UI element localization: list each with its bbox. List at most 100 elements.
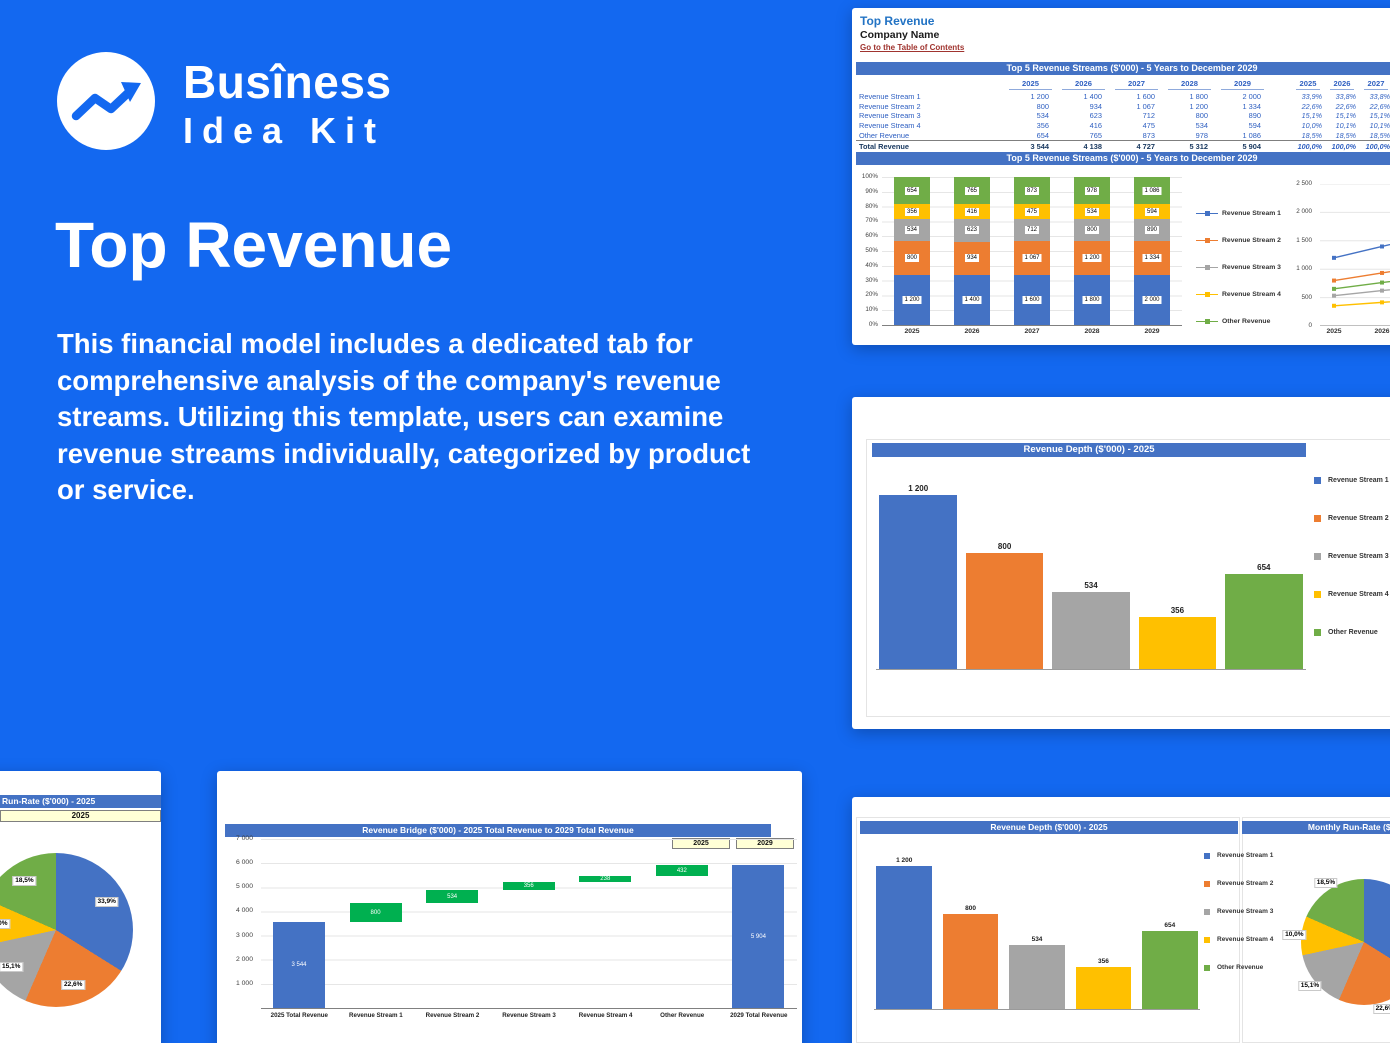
legend-item: Revenue Stream 1 xyxy=(1204,852,1273,859)
depth-bar xyxy=(1138,617,1217,669)
row-value: 534 xyxy=(1195,121,1208,131)
bar-value-label: 534 xyxy=(1031,936,1043,944)
segment-value-label: 475 xyxy=(1024,207,1040,216)
stacked-segment: 890 xyxy=(1134,219,1170,242)
stacked-segment: 1 334 xyxy=(1134,241,1170,275)
sheet-tab-title: Top Revenue xyxy=(860,14,935,28)
row-percent: 10,0% xyxy=(1301,121,1322,131)
row-value: 978 xyxy=(1195,130,1208,140)
legend-swatch xyxy=(1204,964,1210,971)
table-row: Other Revenue 654 765 873 978 1 086 18,5% 18,5%… xyxy=(856,130,1390,140)
bridge-delta-bar: 534 xyxy=(426,890,479,904)
stacked-segment: 978 xyxy=(1074,177,1110,205)
trend-marker xyxy=(1380,244,1384,249)
row-percent: 33,9% xyxy=(1301,92,1322,102)
legend-swatch xyxy=(1204,880,1210,887)
bar-value-label: 356 xyxy=(1170,606,1185,616)
runrate-chart-title: Run-Rate ($'000) - 2025 xyxy=(0,795,161,808)
pie-percent-label: 18,5% xyxy=(12,876,37,887)
row-value: 873 xyxy=(1142,130,1155,140)
legend-square-marker xyxy=(1204,265,1210,271)
panel-revenue-bridge: Revenue Bridge ($'000) - 2025 Total Reve… xyxy=(217,771,802,1043)
row-value: 4 727 xyxy=(1136,141,1156,151)
row-label: Revenue Stream 1 xyxy=(859,92,921,102)
stacked-y-tick: 0% xyxy=(868,321,878,328)
bridge-bar-label: 800 xyxy=(370,909,381,916)
year-header: 2025 xyxy=(1009,79,1052,90)
depth-bar xyxy=(1142,931,1198,1009)
legend-label: Revenue Stream 1 xyxy=(1328,477,1389,484)
row-value: 2 000 xyxy=(1242,92,1262,102)
pct-year-header: 2027 xyxy=(1364,79,1388,90)
bar-value-label: 1 200 xyxy=(908,484,929,493)
row-value: 3 544 xyxy=(1030,141,1050,151)
depth-bar xyxy=(1052,591,1130,669)
legend-item: Other Revenue xyxy=(1314,629,1389,636)
row-percent: 18,5% xyxy=(1301,130,1322,140)
runrate-year-selector-cell[interactable]: 2025 xyxy=(0,810,161,822)
segment-value-label: 765 xyxy=(964,186,980,195)
pie-percent-label: 15,1% xyxy=(0,961,23,972)
segment-value-label: 873 xyxy=(1024,186,1040,195)
bridge-x-label: Other Revenue xyxy=(660,1012,705,1019)
year-header: 2027 xyxy=(1115,79,1158,90)
trend-marker xyxy=(1380,288,1384,293)
segment-value-label: 890 xyxy=(1144,226,1160,235)
legend-item: Revenue Stream 3 xyxy=(1204,908,1273,915)
row-percent: 15,1% xyxy=(1301,111,1322,121)
depth-bars: 1 200 800 534 356 654 xyxy=(876,473,1306,670)
legend-line-marker xyxy=(1196,319,1218,325)
trend-marker xyxy=(1380,300,1384,305)
row-value: 416 xyxy=(1089,121,1102,131)
legend-label: Other Revenue xyxy=(1328,629,1378,636)
legend-line-marker xyxy=(1196,211,1218,217)
stacked-x-label: 2029 xyxy=(1144,328,1160,335)
depth-bar-column: 1 200 xyxy=(876,473,960,669)
table-row: Revenue Stream 3 534 623 712 800 890 15,1% 15,1… xyxy=(856,111,1390,121)
stacked-y-axis: 100% 90% 80% 70% 60% 50% 40% 30% 20% 10% 0% xyxy=(854,173,880,329)
stacked-segment: 416 xyxy=(954,204,990,220)
row-percent: 22,6% xyxy=(1301,101,1322,111)
legend-item: Revenue Stream 1 xyxy=(1196,200,1306,227)
legend-label: Revenue Stream 4 xyxy=(1222,291,1281,298)
segment-value-label: 1 600 xyxy=(1022,295,1042,304)
trend-line-chart xyxy=(1320,184,1390,326)
legend-label: Revenue Stream 1 xyxy=(1217,852,1274,859)
stacked-segment: 356 xyxy=(894,204,930,220)
chart-frame xyxy=(866,439,1390,717)
bridge-x-label: 2029 Total Revenue xyxy=(730,1012,788,1019)
stacked-x-label: 2025 xyxy=(904,328,920,335)
depth-legend: Revenue Stream 1 Revenue Stream 2 Revenue … xyxy=(1314,477,1389,667)
stacked-segment: 1 200 xyxy=(1074,241,1110,275)
row-value: 765 xyxy=(1089,130,1102,140)
row-value: 654 xyxy=(1036,130,1049,140)
bridge-y-tick: 5 000 xyxy=(235,883,253,891)
bridge-x-label: 2025 Total Revenue xyxy=(270,1012,328,1019)
row-value: 890 xyxy=(1248,111,1261,121)
pie-percent-label: 18,5% xyxy=(1314,878,1338,889)
brand-name-line1: Busîness xyxy=(183,56,392,108)
legend-swatch xyxy=(1314,629,1321,636)
table-row: Revenue Stream 2 800 934 1 067 1 200 1 334 22,… xyxy=(856,102,1390,112)
row-value: 1 086 xyxy=(1242,130,1262,140)
table-of-contents-link[interactable]: Go to the Table of Contents xyxy=(860,43,965,52)
depth-bar-column: 1 200 xyxy=(874,853,934,1009)
row-value: 594 xyxy=(1248,121,1261,131)
bridge-y-tick: 1 000 xyxy=(235,979,253,987)
depth-bar-column: 534 xyxy=(1049,473,1133,669)
stacked-segment: 1 067 xyxy=(1014,241,1050,275)
bar-value-label: 800 xyxy=(965,904,977,912)
stacked-segment: 873 xyxy=(1014,177,1050,205)
bridge-plot: 3 544 800 534 356 238 432 5 904 xyxy=(261,839,797,1009)
segment-value-label: 800 xyxy=(1084,226,1100,235)
legend-line-marker xyxy=(1196,292,1218,298)
pie-percent-label: 10,0% xyxy=(1282,929,1307,940)
stacked-x-label: 2027 xyxy=(1024,328,1040,335)
legend-item: Revenue Stream 2 xyxy=(1196,227,1306,254)
legend-label: Revenue Stream 3 xyxy=(1217,908,1274,915)
row-value: 712 xyxy=(1142,111,1155,121)
trend-series-line xyxy=(1333,243,1390,259)
segment-value-label: 2 000 xyxy=(1142,295,1162,304)
